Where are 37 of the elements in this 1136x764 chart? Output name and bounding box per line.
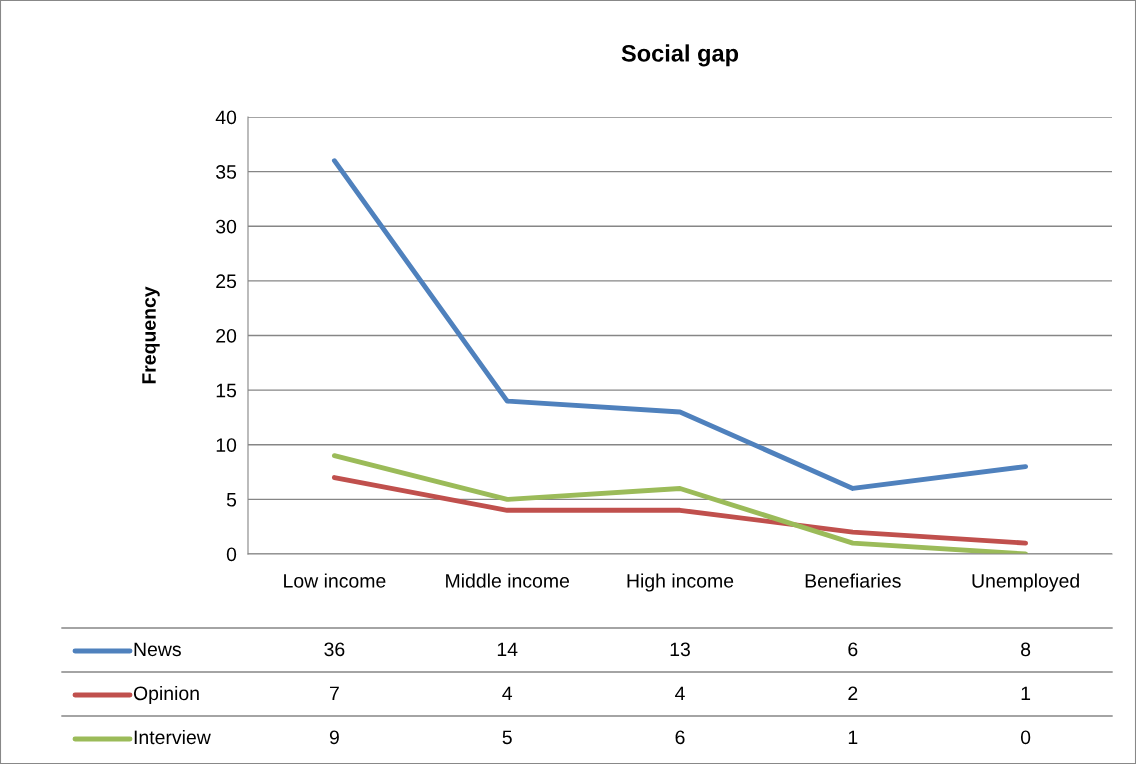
y-tick-label: 35 bbox=[216, 165, 237, 179]
x-tick-label: Unemployed bbox=[972, 573, 1079, 592]
y-tick-label: 5 bbox=[226, 493, 237, 507]
data-label: 9 bbox=[329, 730, 339, 745]
chart-title: Social gap bbox=[621, 44, 739, 67]
data-label: 7 bbox=[329, 686, 339, 701]
x-tick-label: Low income bbox=[284, 573, 386, 588]
x-tick-label: Benefiaries bbox=[805, 573, 901, 588]
data-label: 1 bbox=[1021, 686, 1031, 701]
legend-label: News bbox=[134, 642, 181, 657]
data-label: 4 bbox=[502, 686, 513, 701]
data-label: 6 bbox=[848, 642, 858, 657]
y-tick-label: 30 bbox=[216, 219, 237, 234]
data-label: 4 bbox=[675, 686, 685, 701]
y-tick-label: 0 bbox=[226, 547, 237, 562]
legend-label: Interview bbox=[134, 729, 211, 745]
data-label: 5 bbox=[502, 730, 512, 745]
line-series bbox=[331, 158, 1029, 491]
y-tick-label: 10 bbox=[216, 438, 237, 452]
data-label: 13 bbox=[670, 642, 690, 657]
x-tick-label: High income bbox=[627, 573, 734, 592]
data-label: 36 bbox=[324, 642, 345, 657]
x-tick-label: Middle income bbox=[446, 573, 570, 588]
data-label: 0 bbox=[1020, 730, 1031, 745]
data-label: 2 bbox=[848, 686, 858, 701]
y-tick-label: 15 bbox=[216, 383, 237, 398]
data-label: 8 bbox=[1021, 642, 1031, 657]
line-series bbox=[331, 453, 1029, 554]
data-label: 14 bbox=[497, 642, 518, 657]
y-tick-label: 20 bbox=[216, 328, 237, 343]
legend-label: Opinion bbox=[133, 685, 199, 705]
data-label: 6 bbox=[675, 730, 685, 745]
line-series bbox=[331, 475, 1029, 546]
y-tick-label: 40 bbox=[215, 110, 237, 125]
data-label: 1 bbox=[848, 730, 858, 745]
y-axis-title: Frequency bbox=[142, 286, 160, 384]
y-tick-label: 25 bbox=[216, 274, 237, 289]
